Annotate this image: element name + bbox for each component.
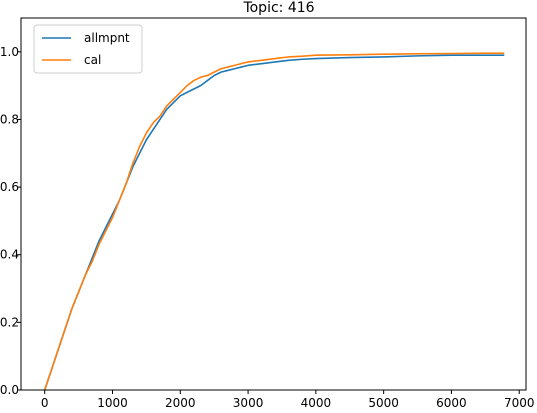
- x-tick-label: 7000: [504, 396, 535, 410]
- plot-area: [43, 52, 505, 391]
- y-tick-label: 0.0: [0, 383, 19, 397]
- x-tick-label: 2000: [165, 396, 196, 410]
- y-tick-label: 0.2: [0, 315, 19, 329]
- axis-ticks: 0 1000 2000 3000 4000 5000 6000 7000 0.0 0.2 0.4 0.…: [0, 45, 534, 410]
- legend-label-cal: cal: [84, 53, 101, 67]
- series-line-cal: [43, 52, 505, 391]
- series-line-allmpnt: [43, 54, 505, 391]
- x-tick-label: 4000: [301, 396, 332, 410]
- y-tick-label: 0.6: [0, 180, 19, 194]
- chart-title: Topic: 416: [242, 0, 314, 16]
- legend-box: [33, 24, 143, 74]
- x-tick-label: 6000: [436, 396, 467, 410]
- legend-label-allmpnt: allmpnt: [84, 31, 130, 45]
- y-tick-label: 0.4: [0, 248, 19, 262]
- x-tick-label: 3000: [233, 396, 264, 410]
- legend: allmpnt cal: [33, 24, 143, 74]
- x-tick-label: 1000: [97, 396, 128, 410]
- x-tick-label: 5000: [368, 396, 399, 410]
- x-tick-label: 0: [41, 396, 49, 410]
- y-tick-label: 1.0: [0, 45, 19, 59]
- axes-frame: [20, 17, 527, 391]
- y-tick-label: 0.8: [0, 112, 19, 126]
